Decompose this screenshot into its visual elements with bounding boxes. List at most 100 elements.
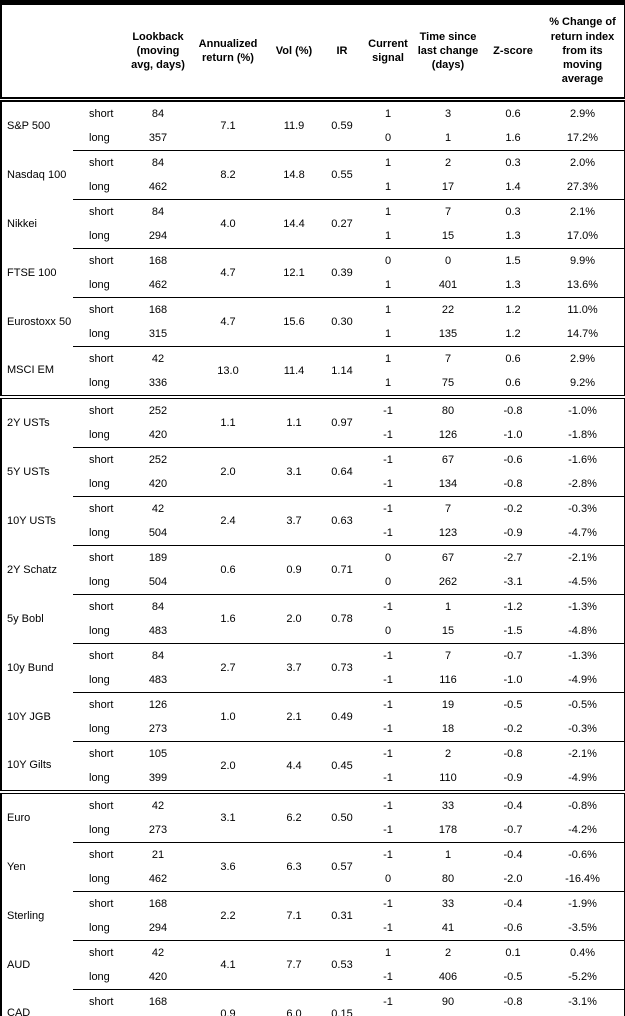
asset-block: 5y Bobl short 84 1.6 2.0 0.78 -1 1 -1.2 -1.3% long…: [1, 594, 625, 644]
pct-change-value: -0.5%: [541, 692, 625, 717]
pct-change-value: 2.0%: [541, 150, 625, 175]
leg-label: short: [73, 496, 129, 521]
leg-label: long: [89, 673, 110, 686]
leg-label: long: [89, 477, 110, 490]
annualized-return-value: 2.0: [187, 447, 269, 497]
asset-block: 2Y USTs short 252 1.1 1.1 0.97 -1 80 -0.8 -1.0% lo…: [1, 395, 625, 448]
time-since-value: 126: [438, 428, 458, 441]
leg-label: short: [73, 346, 129, 371]
table-row: Sterling short 168 2.2 7.1 0.31 -1 33 -0.4 -1.9%: [1, 891, 625, 941]
col-header-ir: IR: [319, 2, 365, 102]
time-since-value: 262: [438, 575, 458, 588]
z-score-value: -1.5: [503, 624, 523, 637]
pct-change-value: -2.1%: [541, 741, 625, 766]
time-since-value: 0: [411, 248, 485, 273]
signal-value: -1: [383, 673, 393, 686]
pct-change-value: -3.1%: [541, 989, 625, 1014]
ir-value: 0.45: [319, 741, 365, 792]
z-score-value: -0.6: [485, 447, 541, 472]
table-row: 10Y JGB short 126 1.0 2.1 0.49 -1 19 -0.5 -0.5%: [1, 692, 625, 742]
z-score-value: -1.0: [503, 673, 523, 686]
pct-change-value: 0.4%: [541, 940, 625, 965]
asset-name: 5y Bobl: [7, 612, 44, 625]
signal-value: 1: [365, 346, 411, 371]
ir-value: 1.14: [319, 346, 365, 397]
leg-label: long: [89, 872, 110, 885]
table-row: long 420 -1 126 -1.0 -1.8%: [1, 423, 625, 448]
pct-change-value: 9.2%: [569, 376, 596, 389]
leg-label: short: [73, 545, 129, 570]
lookback-value: 273: [148, 722, 168, 735]
signal-value: 1: [365, 297, 411, 322]
table-row: long 483 -1 116 -1.0 -4.9%: [1, 668, 625, 693]
pct-change-value: -16.4%: [565, 872, 600, 885]
signal-value: 1: [365, 940, 411, 965]
pct-change-value: 17.2%: [566, 131, 599, 144]
pct-change-value: 9.9%: [541, 248, 625, 273]
asset-block: 10Y JGB short 126 1.0 2.1 0.49 -1 19 -0.5 -0.5% lo…: [1, 692, 625, 742]
lookback-value: 42: [129, 346, 187, 371]
signal-value: 0: [365, 248, 411, 273]
lookback-value: 252: [129, 395, 187, 423]
pct-change-value: -1.6%: [541, 447, 625, 472]
asset-block: CADshort1680.96.00.15-190-0.8-3.1%long50…: [1, 989, 625, 1016]
ir-value: 0.30: [319, 297, 365, 347]
ir-value: 0.71: [319, 545, 365, 595]
table-header: Lookback (moving avg, days) Annualized r…: [1, 2, 625, 102]
z-score-value: -0.6: [503, 921, 523, 934]
annualized-return-value: 7.1: [187, 99, 269, 151]
annualized-return-value: 4.7: [187, 297, 269, 347]
time-since-value: 110: [439, 771, 457, 784]
asset-block: 10Y Gilts short 105 2.0 4.4 0.45 -1 2 -0.8 -2.1% l…: [1, 741, 625, 792]
vol-value: 4.4: [269, 741, 319, 792]
table-row: long 294 1 15 1.3 17.0%: [1, 224, 625, 249]
z-score-value: 1.3: [505, 229, 521, 242]
col-header-annualized-return: Annualized return (%): [187, 2, 269, 102]
vol-value: 3.1: [269, 447, 319, 497]
asset-name: Nikkei: [7, 217, 37, 230]
lookback-value: 483: [148, 673, 168, 686]
ir-value: 0.63: [319, 496, 365, 546]
ir-value: 0.78: [319, 594, 365, 644]
pct-change-value: -3.5%: [568, 921, 597, 934]
z-score-value: -0.2: [503, 722, 523, 735]
leg-label: long: [89, 771, 110, 784]
asset-block: Eurostoxx 50 short 168 4.7 15.6 0.30 1 22 1.2 11.…: [1, 297, 625, 347]
table-row: FTSE 100 short 168 4.7 12.1 0.39 0 0 1.5 9.9%: [1, 248, 625, 298]
z-score-value: 0.6: [485, 346, 541, 371]
leg-label: short: [73, 199, 129, 224]
asset-block: 5Y USTs short 252 2.0 3.1 0.64 -1 67 -0.6 -1.6% lo…: [1, 447, 625, 497]
table-row: Nasdaq 100 short 84 8.2 14.8 0.55 1 2 0.3 2.0%: [1, 150, 625, 200]
vol-value: 12.1: [269, 248, 319, 298]
asset-block: Nasdaq 100 short 84 8.2 14.8 0.55 1 2 0.3 2.0% lon…: [1, 150, 625, 200]
z-score-value: -0.5: [503, 970, 523, 983]
leg-label: long: [89, 376, 110, 389]
z-score-value: -1.2: [485, 594, 541, 619]
z-score-value: 1.2: [485, 297, 541, 322]
asset-name: CAD: [7, 1007, 31, 1016]
col-header-current-signal: Current signal: [365, 2, 411, 102]
col-header-pct-change: % Change of return index from its moving…: [541, 2, 625, 102]
z-score-value: 1.3: [505, 278, 521, 291]
ir-value: 0.31: [319, 891, 365, 941]
time-since-value: 7: [411, 496, 485, 521]
annualized-return-value: 1.0: [187, 692, 269, 742]
leg-label: short: [73, 940, 129, 965]
ir-value: 0.39: [319, 248, 365, 298]
vol-value: 2.0: [269, 594, 319, 644]
annualized-return-value: 1.1: [187, 395, 269, 448]
z-score-value: 0.6: [505, 376, 521, 389]
asset-block: FTSE 100 short 168 4.7 12.1 0.39 0 0 1.5 9.9% long…: [1, 248, 625, 298]
time-since-value: 41: [441, 921, 455, 934]
vol-value: 6.2: [269, 790, 319, 843]
pct-change-value: 2.9%: [541, 99, 625, 126]
lookback-value: 462: [148, 180, 168, 193]
z-score-value: 1.5: [485, 248, 541, 273]
signal-value: -1: [365, 790, 411, 818]
vol-value: 0.9: [269, 545, 319, 595]
table-row: long 504 0 262 -3.1 -4.5%: [1, 570, 625, 595]
lookback-value: 84: [129, 643, 187, 668]
annualized-return-value: 0.6: [187, 545, 269, 595]
signal-value: -1: [365, 692, 411, 717]
